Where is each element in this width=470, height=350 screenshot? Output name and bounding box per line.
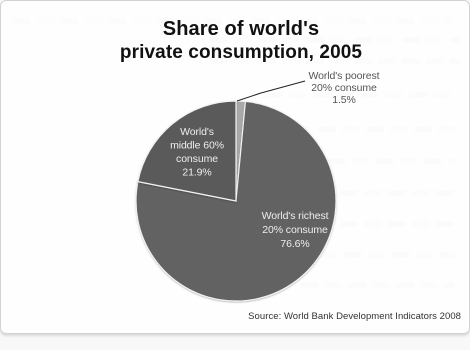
pie-slice [137, 100, 237, 202]
pie-slice-label: World's poorest [309, 70, 380, 82]
chart-card: Share of world's private consumption, 20… [0, 0, 470, 334]
pie-slice-label: 21.9% [182, 167, 211, 179]
pie-slice-label: 20% consume [262, 224, 328, 236]
source-note: Source: World Bank Development Indicator… [248, 311, 461, 322]
chart-title-line-1: Share of world's [162, 18, 320, 40]
label-leader-line [236, 80, 306, 102]
pie-slice-label: World's richest [262, 210, 329, 222]
pie-slice-label: World's [180, 126, 214, 138]
pie-slice-label: 1.5% [332, 94, 356, 106]
chart-title-line-2: private consumption, 2005 [119, 42, 363, 63]
pie-slice-label: 76.6% [280, 238, 309, 250]
pie-slice-label: 20% consume [311, 82, 377, 94]
pie-slice-label: consume [176, 153, 218, 165]
pie-slice-label: middle 60% [170, 140, 224, 152]
